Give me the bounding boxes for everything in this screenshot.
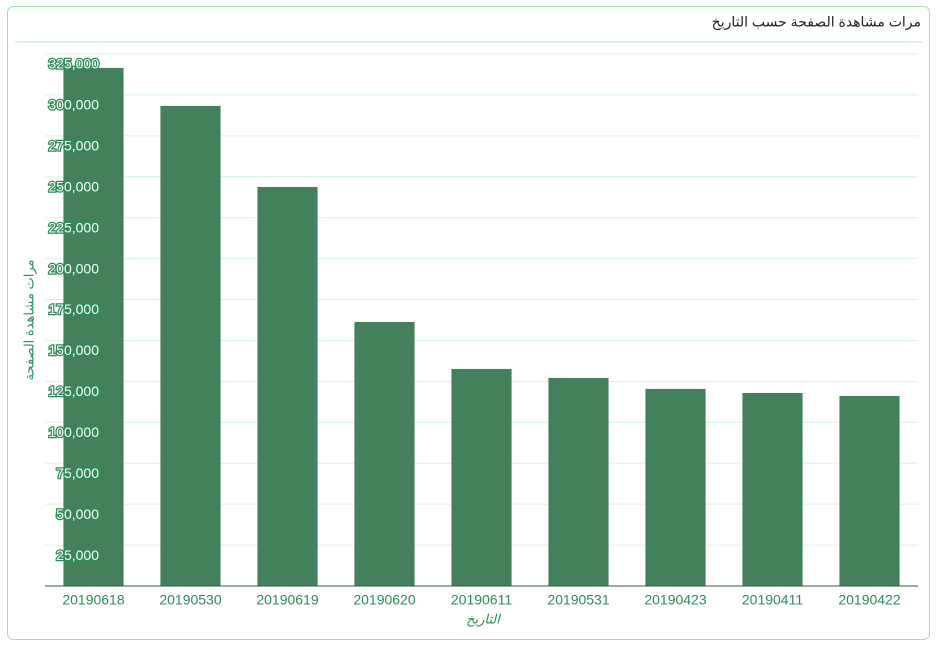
x-tick-label: 20190620	[353, 592, 416, 608]
y-tick-label: 25,000	[56, 547, 99, 563]
y-tick-label: 175,000	[48, 301, 99, 317]
y-tick-label: 225,000	[48, 219, 99, 235]
y-tick-label: 300,000	[48, 97, 99, 113]
bar	[160, 105, 221, 586]
x-tick-label: 20190618	[62, 592, 125, 608]
chart-title: مرات مشاهدة الصفحة حسب التاريخ	[712, 14, 921, 31]
bar	[548, 377, 609, 586]
x-tick-label: 20190531	[547, 592, 610, 608]
y-tick-label: 275,000	[48, 138, 99, 154]
y-tick-label: 150,000	[48, 342, 99, 358]
bar	[742, 393, 803, 586]
bar	[63, 67, 124, 587]
y-tick-label: 75,000	[56, 465, 99, 481]
y-axis-title: مرات مشاهدة الصفحة	[21, 259, 37, 380]
bar	[354, 321, 415, 586]
x-tick-label: 20190423	[644, 592, 707, 608]
y-tick-label: 200,000	[48, 260, 99, 276]
y-tick-label: 100,000	[48, 424, 99, 440]
y-tick-label: 250,000	[48, 178, 99, 194]
bar	[645, 388, 706, 586]
y-tick-label: 325,000	[48, 56, 99, 72]
bar	[257, 186, 318, 586]
bar	[839, 395, 900, 586]
x-axis-title: التاريخ	[466, 611, 501, 627]
x-tick-label: 20190411	[742, 592, 803, 608]
x-tick-label: 20190619	[256, 592, 319, 608]
x-tick-label: 20190611	[451, 592, 512, 608]
y-tick-label: 125,000	[48, 383, 99, 399]
x-tick-label: 20190530	[159, 592, 222, 608]
bar	[451, 368, 512, 586]
x-tick-label: 20190422	[838, 592, 901, 608]
y-tick-label: 50,000	[56, 506, 99, 522]
